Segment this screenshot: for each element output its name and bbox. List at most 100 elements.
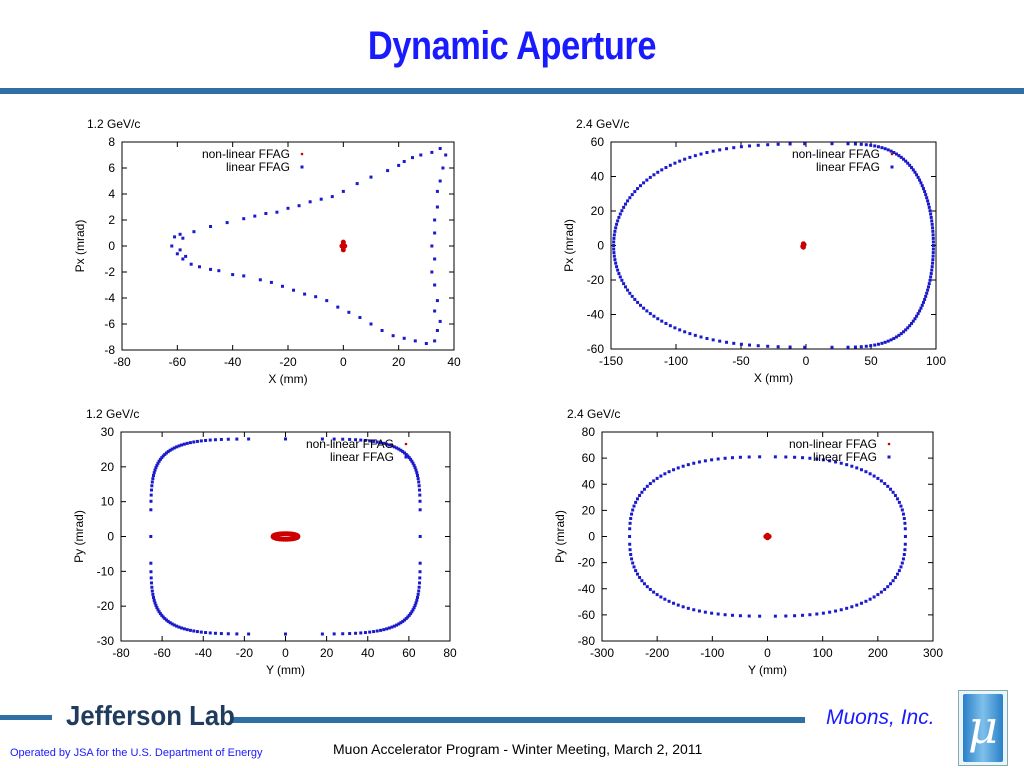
data-point-linear (401, 619, 405, 623)
data-point-linear (930, 265, 934, 269)
data-point-linear (418, 581, 422, 585)
data-point-linear (686, 606, 690, 610)
data-point-linear (821, 458, 825, 462)
data-point-linear (686, 463, 690, 467)
data-point-linear (931, 244, 935, 247)
data-point-linear (380, 329, 384, 332)
chart-x-2p4: -150 -100 -50 0 50 100 -60 -40 -20 0 20 40 60 2.4 GeV… (555, 110, 975, 400)
data-point-linear (387, 443, 391, 447)
data-point-linear (149, 576, 153, 580)
x-axis-label: Y (mm) (748, 663, 787, 677)
data-point-linear (897, 500, 901, 504)
data-point-linear (645, 178, 649, 182)
data-point-linear (876, 593, 880, 597)
data-point-linear (195, 630, 199, 634)
data-point-linear (903, 521, 907, 525)
data-point-linear (341, 189, 345, 193)
data-point-linear (808, 613, 812, 617)
data-point-linear (158, 612, 162, 616)
chart-title: 1.2 GeV/c (86, 407, 139, 421)
data-point-linear (892, 336, 896, 340)
data-point-linear (385, 442, 389, 446)
data-point-linear (213, 631, 217, 635)
data-point-linear (683, 330, 687, 334)
data-point-linear (358, 316, 362, 319)
data-point-linear (678, 328, 682, 332)
data-point-linear (160, 456, 164, 460)
x-tick-label: -80 (112, 646, 130, 660)
data-point-linear (900, 508, 904, 512)
data-point-linear (901, 512, 905, 516)
data-point-linear (430, 244, 434, 248)
data-point-linear (904, 328, 908, 332)
data-point-linear (846, 345, 850, 349)
data-point-linear (433, 257, 437, 261)
data-point-linear (149, 570, 153, 574)
data-point-linear (189, 262, 193, 266)
data-point-linear (280, 284, 284, 288)
data-point-linear (630, 193, 634, 197)
data-point-linear (655, 593, 659, 597)
x-tick-label: 40 (447, 355, 461, 369)
y-tick-label: 4 (108, 187, 115, 201)
data-point-linear (652, 479, 656, 483)
x-tick-label: 80 (443, 646, 457, 660)
data-point-linear (614, 261, 618, 265)
data-point-linear (913, 170, 917, 174)
data-point-linear (199, 439, 203, 443)
data-point-linear (612, 236, 616, 240)
x-tick-label: 100 (813, 646, 833, 660)
x-tick-label: 50 (864, 354, 878, 368)
data-point-linear (180, 443, 184, 447)
data-point-linear (931, 229, 935, 233)
data-point-linear (403, 618, 407, 622)
data-point-linear (151, 477, 155, 481)
y-tick-label: 30 (101, 425, 115, 439)
data-point-linear (395, 623, 399, 627)
data-point-linear (929, 215, 933, 219)
data-point-linear (155, 463, 159, 467)
data-point-linear (397, 447, 401, 451)
data-point-linear (628, 527, 632, 531)
data-point-linear (219, 437, 223, 441)
data-point-linear (636, 187, 640, 191)
data-point-linear (184, 254, 188, 258)
x-tick-label: -100 (700, 646, 724, 660)
data-point-linear (629, 552, 633, 556)
y-tick-label: 20 (101, 460, 115, 474)
data-point-linear (217, 269, 221, 273)
data-point-linear (403, 451, 407, 455)
data-point-linear (617, 215, 621, 219)
data-point-linear (369, 175, 373, 179)
data-point-linear (347, 310, 351, 314)
title-divider (0, 88, 1024, 94)
y-tick-label: -60 (587, 342, 605, 356)
data-point-linear (156, 608, 160, 612)
plot-frame (120, 431, 451, 642)
data-point-linear (177, 444, 181, 448)
data-point-linear (242, 274, 246, 278)
data-point-linear (660, 319, 664, 323)
data-point-linear (181, 236, 185, 240)
data-point-linear (414, 601, 418, 605)
data-point-linear (416, 592, 420, 596)
data-point-linear (626, 288, 630, 292)
data-point-linear (723, 613, 727, 617)
data-point-linear (399, 448, 403, 452)
data-point-linear (182, 442, 186, 446)
data-point-linear (640, 579, 644, 583)
data-point-linear (693, 333, 697, 337)
data-point-linear (931, 247, 935, 251)
data-point-linear (673, 326, 677, 330)
data-point-linear (756, 143, 760, 147)
data-point-linear (286, 206, 290, 210)
data-point-linear (633, 297, 637, 301)
data-point-linear (173, 235, 177, 239)
data-point-linear (845, 463, 849, 467)
data-point-linear (411, 156, 414, 160)
data-point-linear (180, 626, 184, 630)
muons-logo-fill: μ (963, 694, 1003, 762)
data-point-linear (157, 610, 161, 614)
data-point-linear (628, 535, 632, 538)
legend-label: non-linear FFAG (789, 437, 877, 451)
